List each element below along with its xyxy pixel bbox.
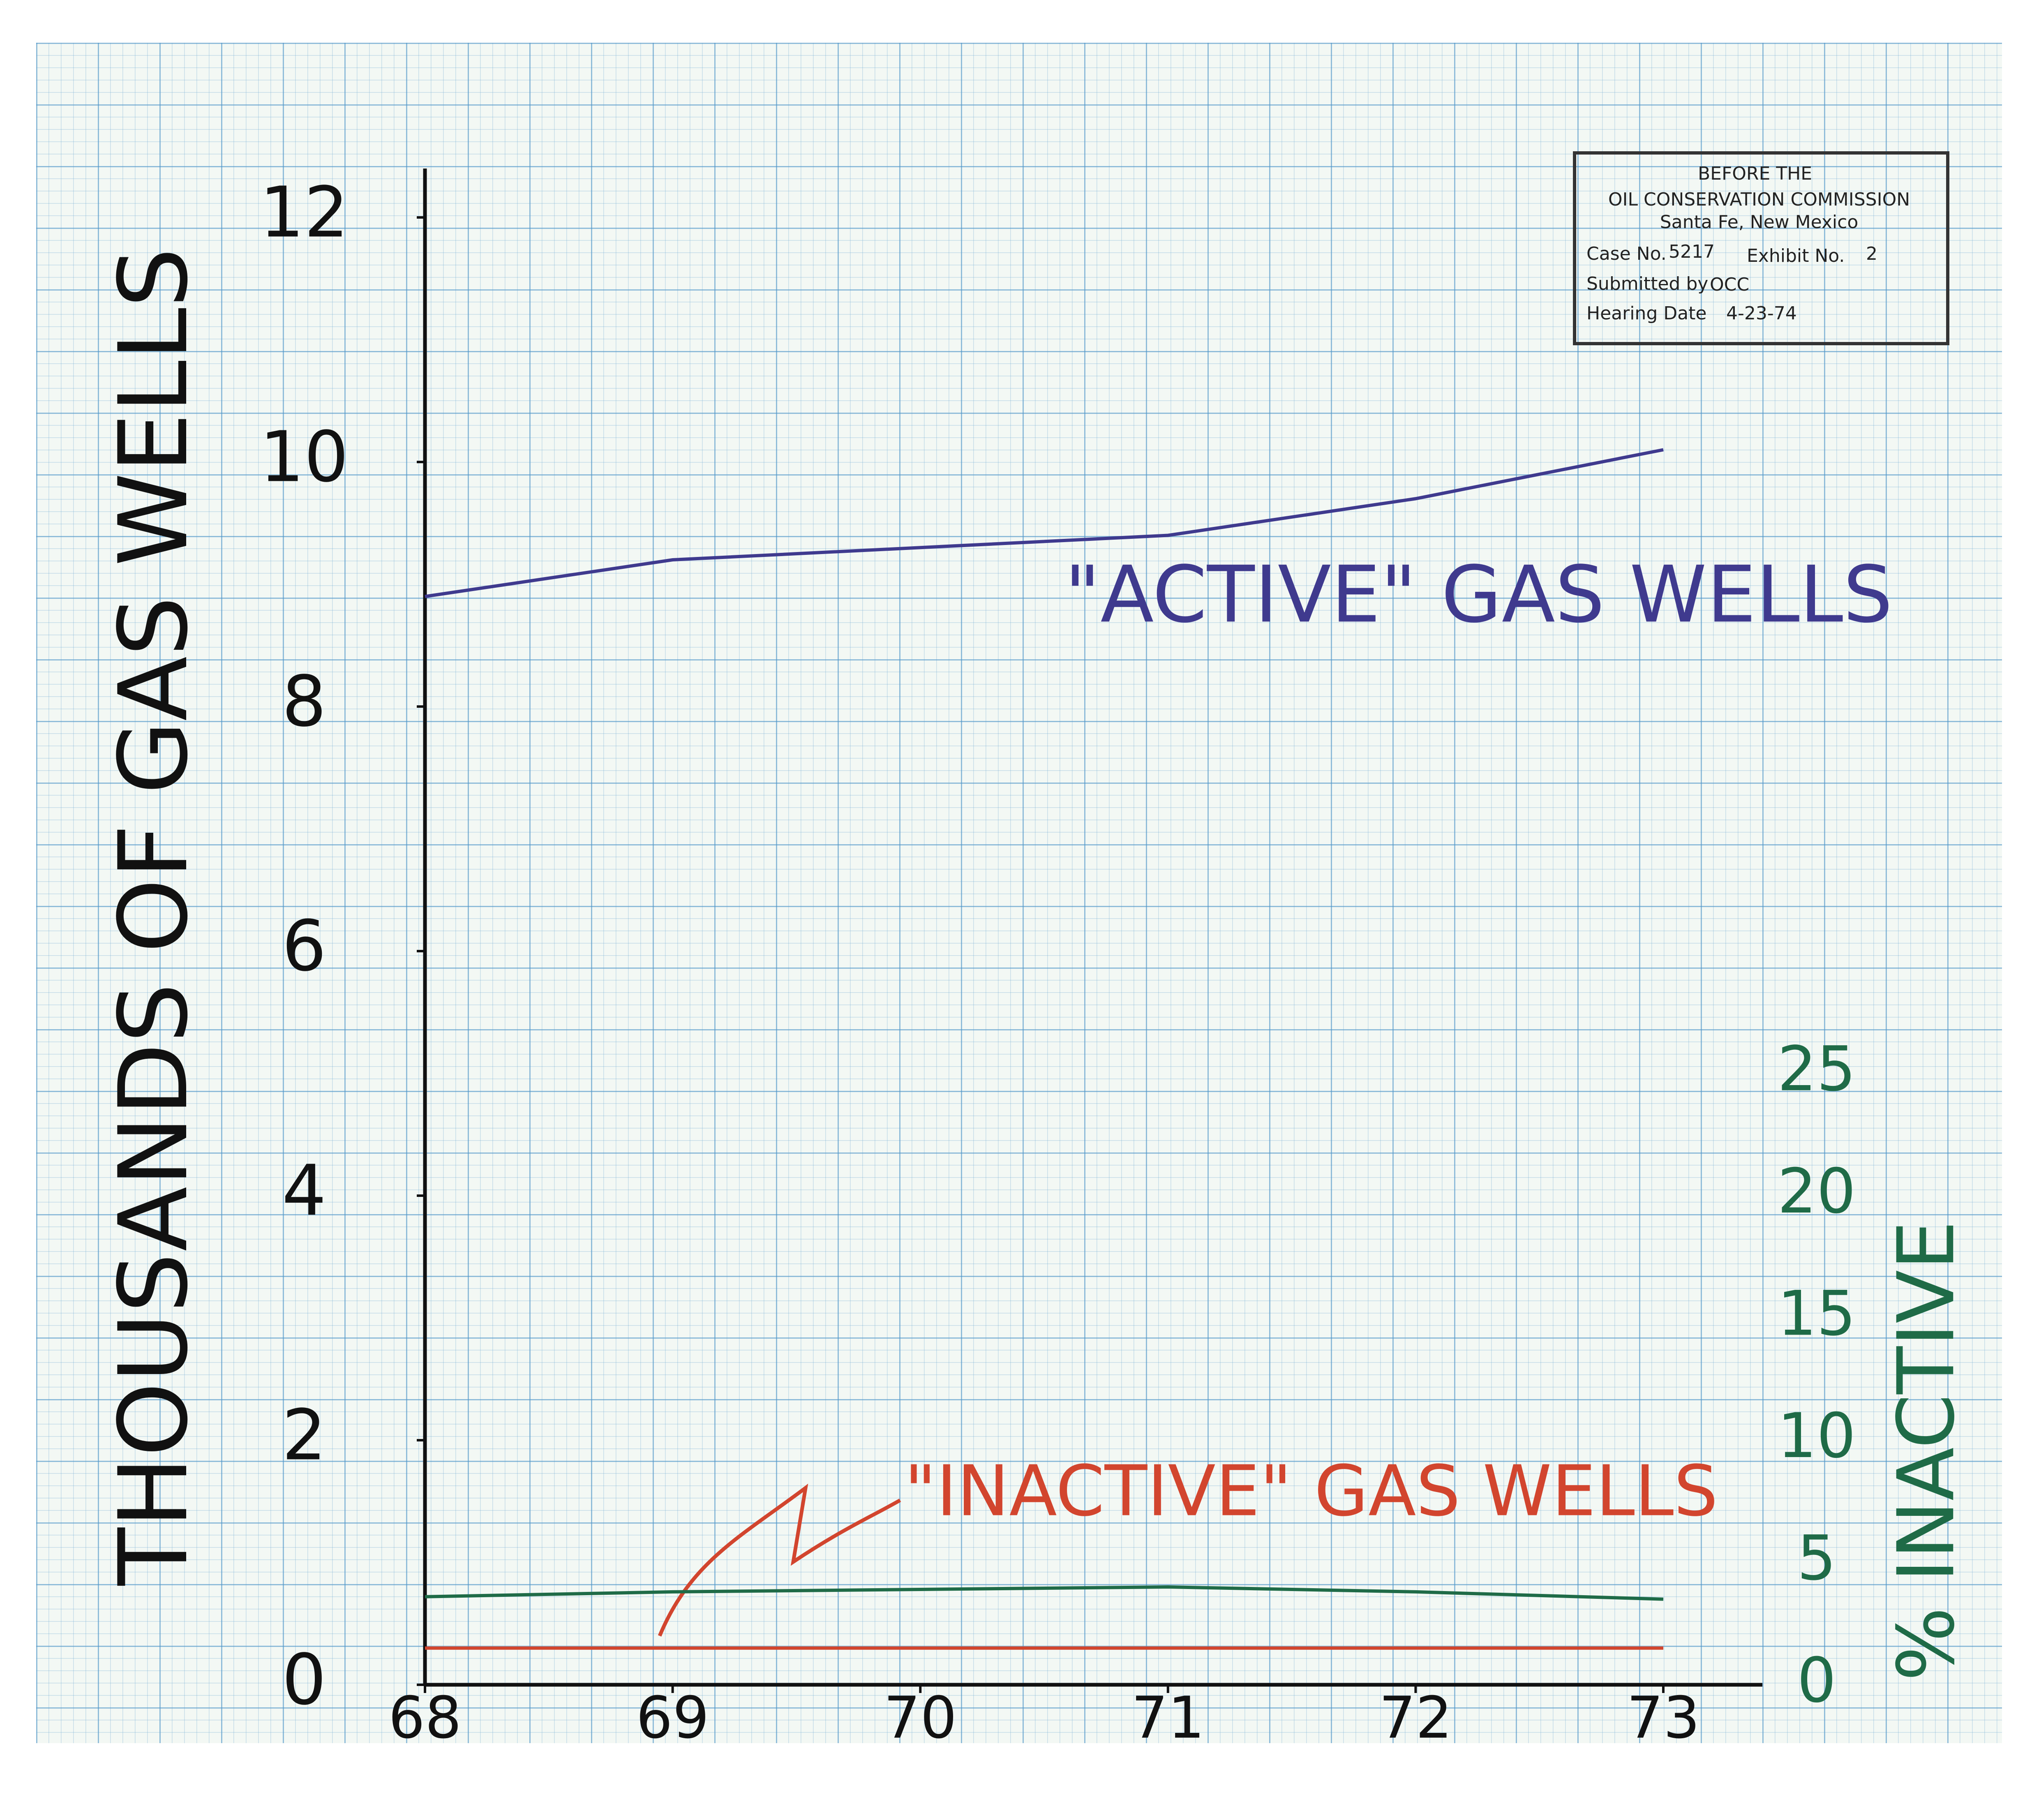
series-label: "ACTIVE" GAS WELLS [1064, 549, 1893, 640]
y2-tick-label: 5 [1797, 1523, 1836, 1594]
y-tick-label: 10 [260, 416, 349, 498]
stamp-text: Submitted by [1586, 273, 1708, 294]
y-tick-label: 4 [282, 1150, 326, 1231]
y-tick-label: 6 [282, 905, 326, 987]
stamp: BEFORE THE OIL CONSERVATION COMMISSION S… [1573, 151, 1949, 345]
stamp-text: Case No. [1586, 243, 1667, 264]
stamp-text: BEFORE THE [1698, 163, 1812, 184]
stamp-text: Exhibit No. [1747, 245, 1845, 266]
stamp-text: OIL CONSERVATION COMMISSION [1608, 189, 1910, 210]
y-tick-label: 8 [282, 661, 326, 742]
y2-tick-label: 15 [1778, 1278, 1856, 1350]
x-tick-label: 73 [1627, 1685, 1700, 1752]
data-line [425, 1585, 1664, 1601]
stamp-value: 2 [1866, 243, 1877, 264]
annotation-arrow [658, 1483, 901, 1637]
y2-axis-label: % INACTIVE [1881, 1221, 1972, 1681]
y2-tick-label: 25 [1778, 1034, 1856, 1105]
stamp-text: Santa Fe, New Mexico [1660, 212, 1859, 233]
y-axis-label: THOUSANDS OF GAS WELLS [99, 248, 209, 1586]
series-label: "INACTIVE" GAS WELLS [904, 1450, 1718, 1532]
stamp-value: 5217 [1669, 241, 1715, 262]
y2-tick-label: 10 [1778, 1400, 1856, 1472]
x-tick-label: 68 [388, 1685, 462, 1752]
stamp-value: OCC [1710, 274, 1749, 295]
x-tick-label: 71 [1131, 1685, 1205, 1752]
graph-paper [36, 43, 2002, 1743]
data-line [425, 448, 1664, 598]
stamp-value: 4-23-74 [1726, 303, 1797, 324]
stamp-border [1573, 151, 1949, 345]
x-tick-label: 70 [884, 1685, 957, 1752]
y2-tick-label: 0 [1797, 1645, 1836, 1716]
y-tick-label: 2 [282, 1395, 326, 1476]
y2-tick-label: 20 [1778, 1156, 1856, 1227]
y-tick-label: 0 [282, 1639, 326, 1721]
y-tick-label: 12 [260, 172, 349, 253]
x-tick-label: 72 [1379, 1685, 1452, 1752]
stamp-text: Hearing Date [1586, 303, 1706, 324]
x-tick-label: 69 [636, 1685, 709, 1752]
